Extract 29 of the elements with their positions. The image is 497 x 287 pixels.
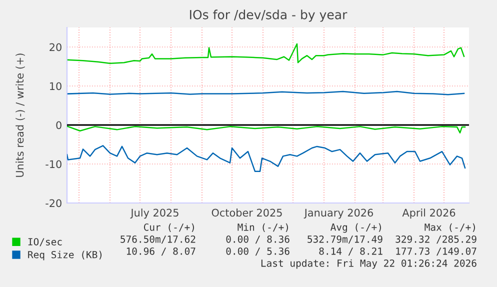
text: Cur (-/+): [144, 223, 194, 232]
line-series: [67, 43, 465, 64]
text: Avg (-/+): [330, 223, 381, 233]
x-tick-label: July 2025: [130, 208, 178, 219]
text: 10.96 / 8.07: [126, 247, 196, 256]
x-tick-label: October 2025: [212, 208, 282, 217]
text: Min (-/+): [238, 223, 288, 232]
y-axis-title: Units read (-) / write (+): [16, 54, 25, 177]
text: 0.00 / 8.36: [226, 235, 290, 244]
text: 329.32 /285.29: [396, 235, 476, 244]
x-tick-label: January 2026: [304, 208, 373, 219]
x-tick-label: April 2026: [402, 208, 456, 219]
y-tick-label: 20: [50, 43, 62, 52]
legend-label: Req Size (KB): [28, 250, 102, 260]
legend-label: IO/sec: [28, 238, 62, 246]
text: 576.50m/17.62: [120, 235, 196, 244]
chart-title: IOs for /dev/sda - by year: [190, 10, 348, 22]
text: 532.79m/17.49: [308, 235, 382, 244]
text: 0.00 / 5.36: [226, 247, 290, 256]
y-tick-label: -20: [46, 199, 62, 208]
text: 8.14 / 8.21: [319, 247, 382, 256]
y-tick-label: 10: [50, 82, 62, 90]
y-tick-label: 0: [56, 121, 62, 130]
text: 177.73 /149.07: [396, 247, 476, 256]
line-series: [67, 145, 466, 172]
text: Max (-/+): [424, 223, 475, 232]
y-tick-label: -10: [46, 160, 62, 168]
text: Last update: Fri May 22 01:26:24 2026: [261, 259, 476, 269]
line-series: [67, 126, 466, 134]
